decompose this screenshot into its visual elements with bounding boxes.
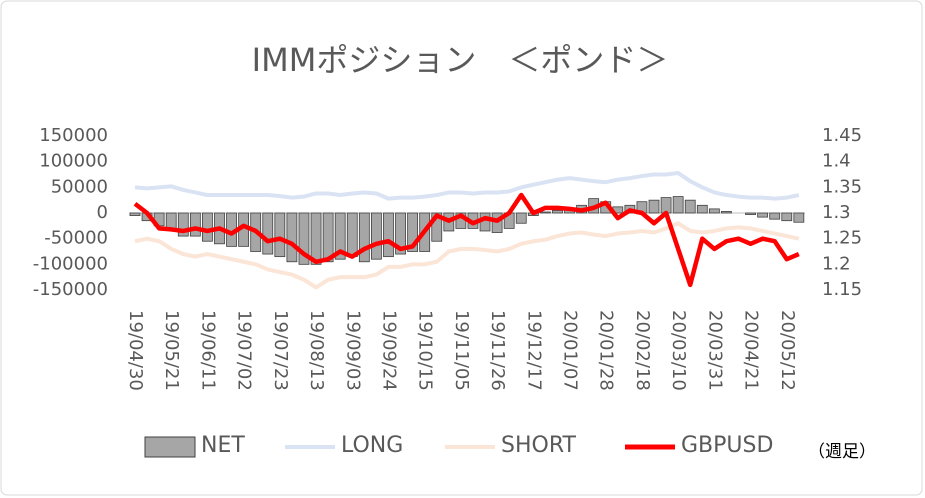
x-tick-label: 19/11/05 <box>451 310 472 391</box>
bar <box>515 212 527 224</box>
bar <box>310 212 322 265</box>
x-tick-label: 19/05/21 <box>161 310 182 391</box>
bar <box>708 208 720 214</box>
legend-label: GBPUSD <box>681 433 773 458</box>
x-tick-label: 20/02/18 <box>632 310 653 391</box>
y2-tick-label: 1.15 <box>822 279 862 300</box>
bar <box>189 212 201 237</box>
x-tick-label: 20/04/21 <box>741 310 762 391</box>
legend-label: SHORT <box>501 433 577 458</box>
series-line <box>134 170 800 201</box>
legend-label: LONG <box>341 433 403 458</box>
bar <box>684 199 696 214</box>
bar <box>383 212 394 258</box>
y2-tick-label: 1.4 <box>822 151 851 172</box>
bar <box>298 212 310 265</box>
x-tick-label: 19/08/13 <box>306 310 327 391</box>
y2-tick-label: 1.3 <box>822 202 851 223</box>
bar <box>286 212 298 263</box>
y2-tick-label: 1.45 <box>822 125 862 146</box>
bar <box>177 212 189 237</box>
bar <box>165 212 177 229</box>
x-tick-label: 20/05/12 <box>777 310 798 391</box>
x-tick-label: 19/07/23 <box>270 310 291 391</box>
x-tick-label: 19/09/03 <box>342 310 363 391</box>
bar <box>129 212 141 216</box>
chart-title: IMMポジション ＜ポンド＞ <box>252 41 669 79</box>
bar <box>769 212 781 220</box>
y2-tick-label: 1.25 <box>822 228 862 249</box>
y-tick-label: -100000 <box>33 253 108 274</box>
bar <box>431 212 443 242</box>
bar <box>672 196 684 214</box>
y-tick-label: 0 <box>97 202 108 223</box>
x-tick-label: 20/03/10 <box>668 310 689 391</box>
y2-tick-label: 1.35 <box>822 176 862 197</box>
y-tick-label: -50000 <box>44 228 108 249</box>
bar <box>793 212 805 223</box>
bar <box>346 212 358 258</box>
bar <box>334 212 346 260</box>
bar <box>757 212 769 218</box>
x-tick-label: 20/01/28 <box>596 310 617 391</box>
x-tick-label: 19/04/30 <box>125 310 146 391</box>
bar <box>395 212 406 255</box>
bar <box>648 199 660 214</box>
x-tick-label: 19/09/24 <box>378 310 399 391</box>
bar <box>322 212 334 263</box>
bar <box>552 210 563 214</box>
bar <box>262 212 274 255</box>
bar <box>696 204 708 214</box>
bar <box>539 211 551 214</box>
x-tick-label: 20/03/31 <box>704 310 725 391</box>
x-tick-label: 19/12/17 <box>523 310 544 391</box>
x-tick-label: 19/10/15 <box>415 310 436 391</box>
bar <box>358 212 370 263</box>
y-tick-label: 150000 <box>39 125 108 146</box>
series-line <box>133 192 800 288</box>
x-tick-label: 20/01/07 <box>560 310 581 391</box>
bar <box>721 211 732 214</box>
bar <box>370 212 382 260</box>
x-tick-label: 19/06/11 <box>197 310 218 391</box>
y-tick-label: -150000 <box>33 279 108 300</box>
bar <box>781 212 793 222</box>
y2-tick-label: 1.2 <box>822 253 851 274</box>
legend-swatch <box>144 436 196 458</box>
bar <box>660 197 672 214</box>
bar <box>274 212 286 258</box>
y-tick-label: 50000 <box>51 176 108 197</box>
legend-label: NET <box>201 433 245 458</box>
x-tick-label: 19/07/02 <box>234 310 255 391</box>
series-line <box>134 221 800 290</box>
bar <box>745 212 756 215</box>
bar <box>202 212 213 242</box>
bar <box>407 212 419 252</box>
x-tick-label: 19/11/26 <box>487 310 508 391</box>
note: （週足） <box>808 442 876 462</box>
y-tick-label: 100000 <box>39 151 108 172</box>
